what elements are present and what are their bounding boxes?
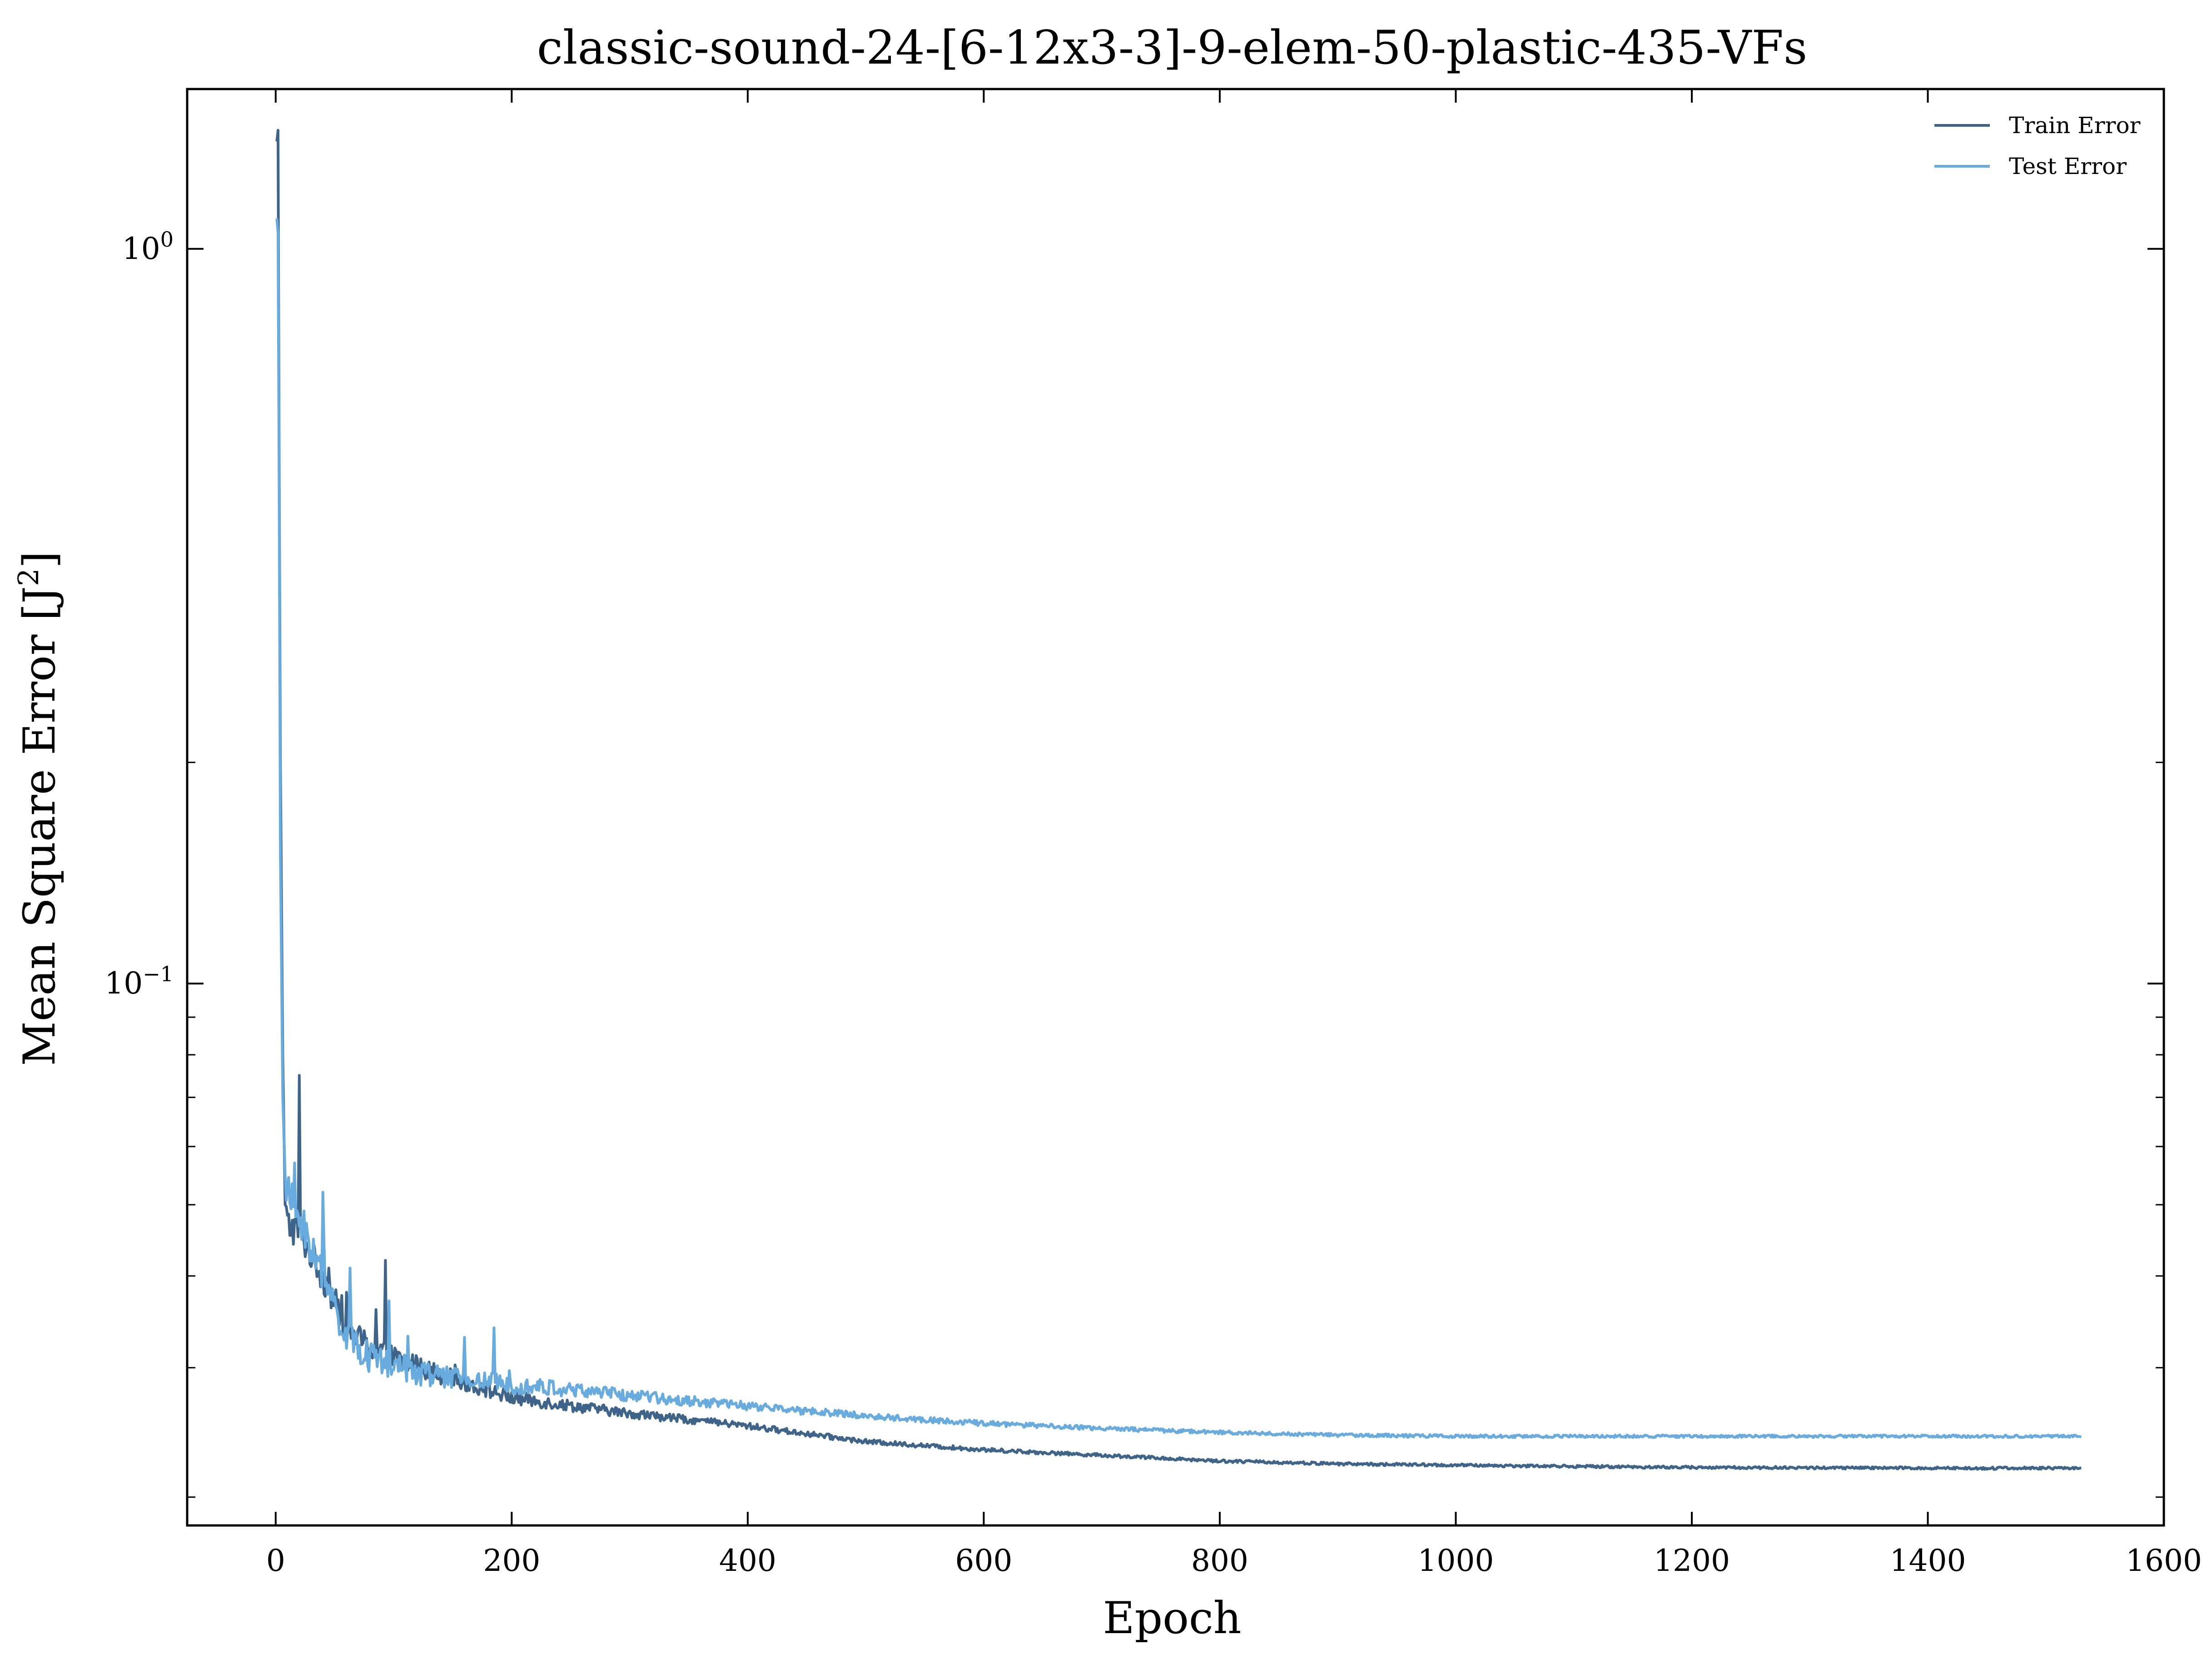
y-axis-label-end: ] xyxy=(14,551,65,568)
y-tick-label: 10−1 xyxy=(104,962,174,1001)
ticks: 0 200 400 600 800 1000 1200 1400 1600 100 10−1 xyxy=(104,89,2202,1578)
x-tick-label: 1600 xyxy=(2126,1543,2202,1578)
x-tick-label: 0 xyxy=(266,1543,285,1578)
x-tick-label: 200 xyxy=(483,1543,540,1578)
y-axis-label: Mean Square Error [J2] xyxy=(12,551,65,1066)
legend-label: Train Error xyxy=(2009,112,2141,139)
x-tick-label: 600 xyxy=(955,1543,1012,1578)
legend: Train Error Test Error xyxy=(1934,112,2141,179)
plot-frame xyxy=(186,88,2165,1527)
legend-label: Test Error xyxy=(2009,153,2127,179)
y-axis-label-base: Mean Square Error [J xyxy=(14,586,65,1066)
x-tick-label: 800 xyxy=(1191,1543,1248,1578)
x-tick-label: 1000 xyxy=(1417,1543,1494,1578)
x-axis-label: Epoch xyxy=(1103,1593,1242,1644)
x-tick-label: 1200 xyxy=(1654,1543,1730,1578)
y-axis-label-sup: 2 xyxy=(12,568,45,586)
y-tick-label: 100 xyxy=(122,227,174,266)
x-tick-label: 400 xyxy=(719,1543,776,1578)
series-line xyxy=(275,218,2082,1439)
series-line xyxy=(275,129,2082,1471)
chart-title: classic-sound-24-[6-12x3-3]-9-elem-50-pl… xyxy=(537,21,1808,75)
x-tick-label: 1400 xyxy=(1889,1543,1966,1578)
